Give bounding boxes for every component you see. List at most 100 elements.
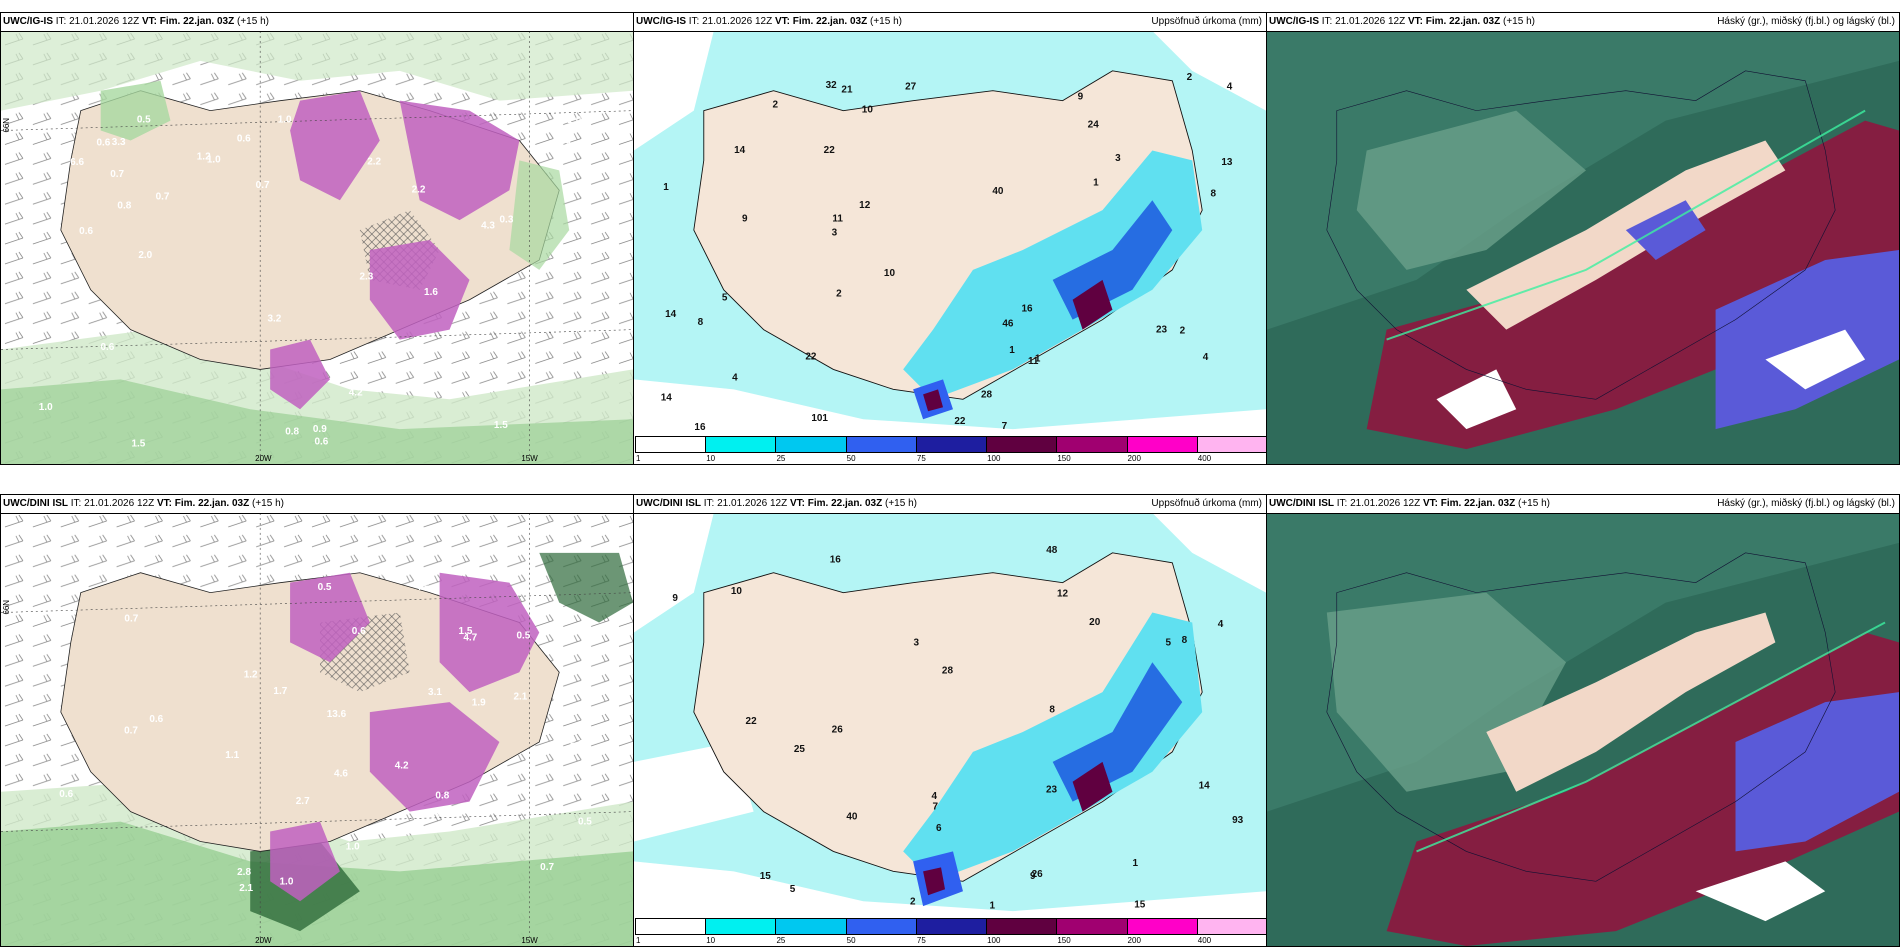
value-label: 7 xyxy=(1002,421,1008,432)
panel-header: UWC/IG-IS IT: 21.01.2026 12Z VT: Fim. 22… xyxy=(634,13,1266,32)
value-label: 2 xyxy=(910,896,916,907)
model-name: UWC/IG-IS xyxy=(3,16,53,27)
model-name: UWC/DINI ISL xyxy=(636,498,701,509)
value-label: 0.5 xyxy=(137,115,151,126)
vt-value: Fim. 22.jan. 03Z xyxy=(1425,16,1501,27)
vt-label: VT: xyxy=(774,16,790,27)
value-label: 0.6 xyxy=(352,626,366,637)
snow-map-top: 20W 15W 66N 0.6 0.8 1.0 0.9 1.6 0.7 2.2 1.5 3.2 3… xyxy=(1,31,633,464)
value-label: 0.6 xyxy=(79,226,93,237)
value-label: 0.6 xyxy=(100,342,114,353)
value-label: 1.0 xyxy=(346,841,360,852)
value-label: 3.3 xyxy=(112,137,126,148)
colorbar-tick: 400 xyxy=(1197,936,1212,945)
colorbar-swatch xyxy=(1196,436,1266,453)
value-label: 2.3 xyxy=(359,271,373,282)
value-label: 9 xyxy=(1078,91,1084,102)
vt-label: VT: xyxy=(1422,498,1438,509)
colorbar-swatch xyxy=(775,918,847,935)
vt-value: Fim. 22.jan. 03Z xyxy=(792,16,868,27)
snow-values-bottom: 1.1 0.7 0.5 1.2 0.6 2.7 4.2 2.1 0.8 1.9 1.2 6.2 2.1 1… xyxy=(59,568,592,894)
value-label: 2.0 xyxy=(138,250,152,261)
panel-header: UWC/IG-IS IT: 21.01.2026 12Z VT: Fim. 22… xyxy=(1,13,633,32)
value-label: 0.8 xyxy=(117,201,131,212)
vt-value: Fim. 22.jan. 03Z xyxy=(159,16,235,27)
it-label: IT: xyxy=(688,16,700,27)
value-label: 46 xyxy=(1002,318,1014,329)
colorbar-swatch xyxy=(915,436,988,453)
it-value: 21.01.2026 12Z xyxy=(717,498,788,509)
colorbar-tick: 150 xyxy=(1057,936,1071,945)
lon-label-15w: 15W xyxy=(521,454,538,463)
value-label: 8 xyxy=(1182,635,1188,646)
value-label: 1.5 xyxy=(459,626,473,637)
lead-time: (+15 h) xyxy=(885,498,917,509)
value-label: 1.9 xyxy=(472,697,486,708)
precip-colorbar: 1 10 25 50 75 100 150 200 400 xyxy=(634,436,1266,464)
value-label: 28 xyxy=(981,389,993,400)
vt-label: VT: xyxy=(141,16,157,27)
value-label: 1.9 xyxy=(557,138,571,149)
colorbar-tick: 50 xyxy=(846,454,856,463)
model-name: UWC/IG-IS xyxy=(636,16,686,27)
value-label: 27 xyxy=(905,82,917,93)
panel-header: UWC/DINI ISL IT: 21.01.2026 12Z VT: Fim.… xyxy=(1,495,633,514)
cloud-map-svg xyxy=(1267,31,1899,464)
value-label: 4.3 xyxy=(481,220,495,231)
colorbar-tick: 50 xyxy=(846,936,856,945)
colorbar-tick: 150 xyxy=(1057,454,1071,463)
precip-map-bottom: 8 26 10 9 15 26 12 23 14 25 15 40 93 48 22 16 28 20 6 4 3 5 2 1… xyxy=(634,513,1266,946)
value-label: 20 xyxy=(1089,617,1101,628)
value-label: 0.8 xyxy=(285,427,299,438)
value-label: 4 xyxy=(1227,82,1233,93)
it-value: 21.01.2026 12Z xyxy=(702,16,773,27)
lon-label-20w: 20W xyxy=(255,936,272,945)
value-label: 40 xyxy=(846,811,858,822)
value-label: 8 xyxy=(1049,704,1055,715)
value-label: 0.5 xyxy=(516,630,530,641)
colorbar-tick: 75 xyxy=(916,454,926,463)
value-label: 10 xyxy=(862,105,874,116)
value-label: 2 xyxy=(1180,326,1186,337)
value-label: 4.2 xyxy=(349,388,363,399)
value-label: 0.9 xyxy=(313,424,327,435)
value-label: 1.0 xyxy=(39,402,53,413)
colorbar-tick: 25 xyxy=(776,936,786,945)
cloud-map-top xyxy=(1267,31,1899,464)
colorbar-swatch xyxy=(986,918,1058,935)
it-label: IT: xyxy=(703,498,715,509)
cloud-panel-bottom: UWC/DINI ISL IT: 21.01.2026 12Z VT: Fim.… xyxy=(1266,494,1900,947)
value-label: 0.6 xyxy=(149,714,163,725)
panel-title: Háský (gr.), miðský (fj.bl.) og lágský (… xyxy=(1717,498,1895,509)
value-label: 101 xyxy=(811,413,828,424)
it-value: 21.01.2026 12Z xyxy=(1335,16,1406,27)
colorbar-swatch xyxy=(1126,436,1198,453)
value-label: 0.7 xyxy=(110,169,124,180)
value-label: 0.7 xyxy=(256,180,270,191)
it-value: 21.01.2026 12Z xyxy=(1350,498,1421,509)
value-label: 14 xyxy=(665,309,677,320)
vt-value: Fim. 22.jan. 03Z xyxy=(1440,498,1516,509)
value-label: 9 xyxy=(1030,871,1036,882)
colorbar-swatch xyxy=(915,918,988,935)
value-label: 15 xyxy=(760,871,772,882)
value-label: 8 xyxy=(1210,188,1216,199)
snow-values-top: 0.6 0.8 1.0 0.9 1.6 0.7 2.2 1.5 3.2 3.3 2.0 1.9 1.0 0… xyxy=(38,114,582,449)
colorbar-tick: 75 xyxy=(916,936,926,945)
value-label: 13.6 xyxy=(327,709,347,720)
value-label: 6 xyxy=(936,823,942,834)
colorbar-swatch xyxy=(705,918,777,935)
value-label: 2.1 xyxy=(513,692,527,703)
lat-label-66n: 66N xyxy=(2,600,11,615)
value-label: 0.6 xyxy=(315,436,329,447)
colorbar-swatch xyxy=(635,918,707,935)
vt-value: Fim. 22.jan. 03Z xyxy=(807,498,883,509)
value-label: 24 xyxy=(1088,120,1100,131)
value-label: 26 xyxy=(1032,869,1044,880)
value-label: 22 xyxy=(805,351,817,362)
it-label: IT: xyxy=(1336,498,1348,509)
it-label: IT: xyxy=(70,498,82,509)
value-label: 3 xyxy=(1115,153,1121,164)
value-label: 2.1 xyxy=(239,883,253,894)
value-label: 1.2 xyxy=(244,669,258,680)
